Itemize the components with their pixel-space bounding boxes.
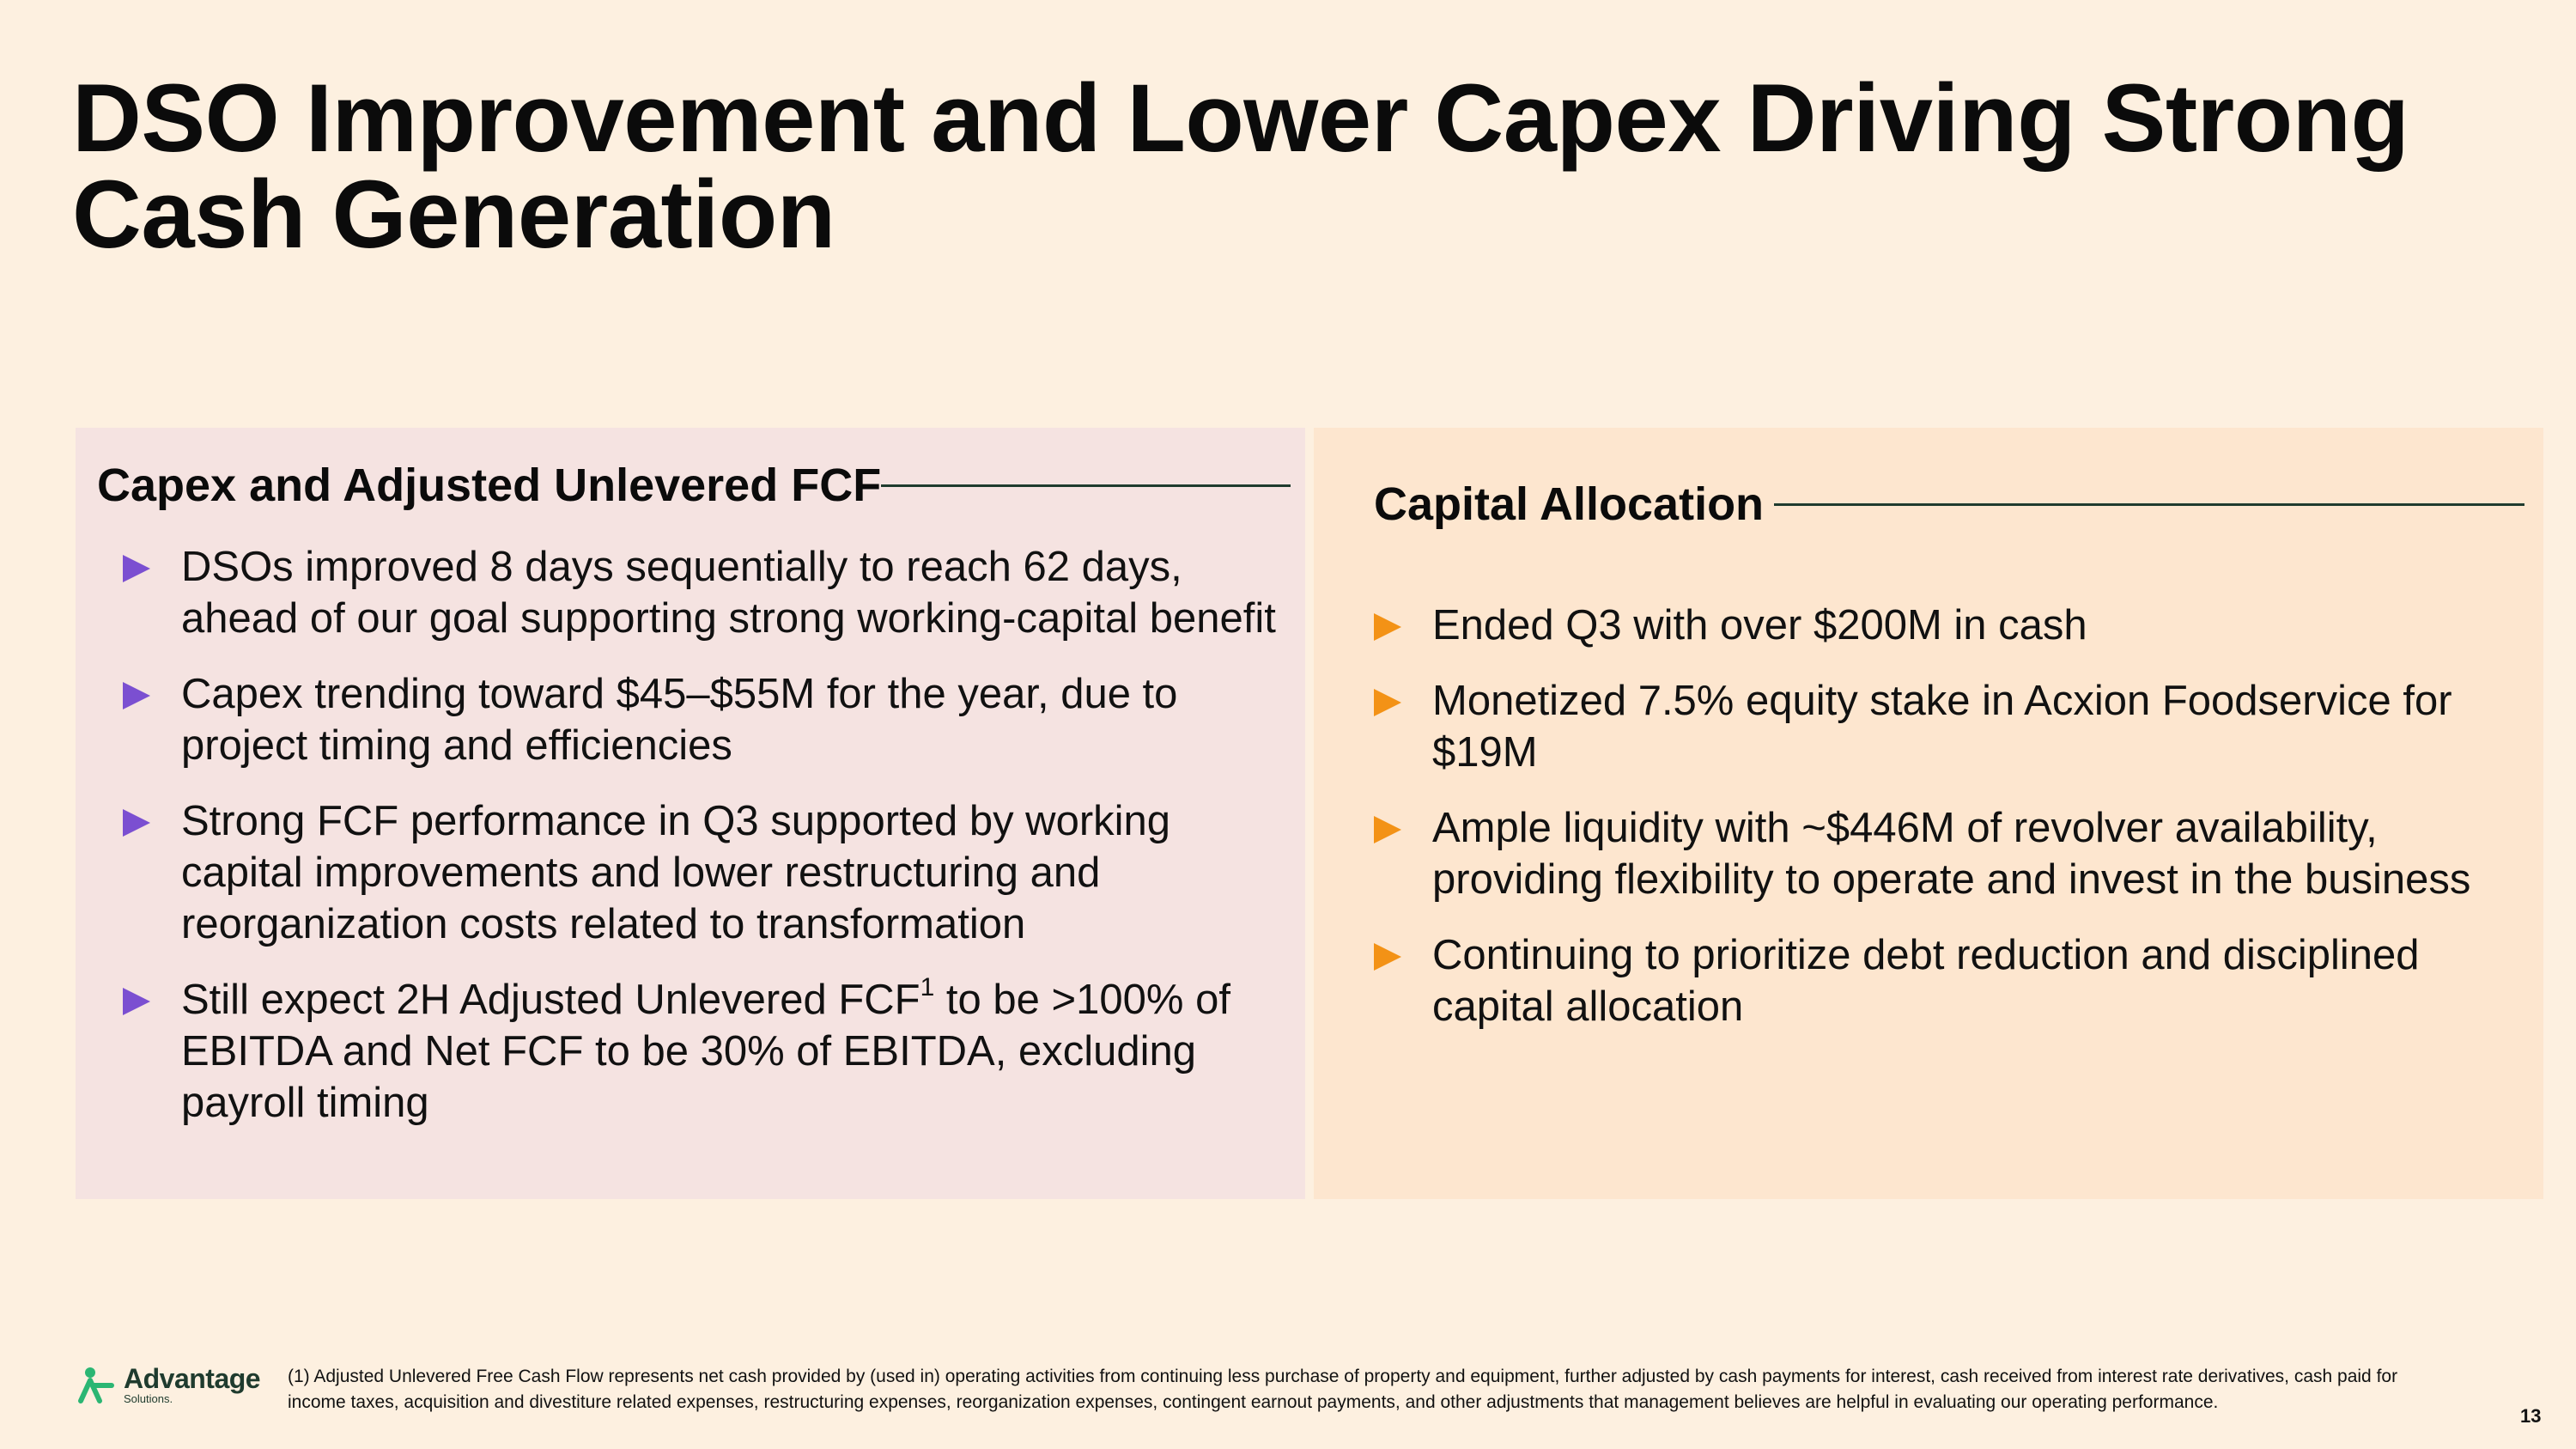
- capital-allocation-panel: Capital Allocation Ended Q3 with over $2…: [1314, 428, 2543, 1199]
- advantage-logo-icon: [78, 1367, 114, 1403]
- triangle-bullet-icon: [1374, 943, 1401, 971]
- advantage-logo: Advantage Solutions.: [77, 1363, 261, 1406]
- capex-fcf-heading: Capex and Adjusted Unlevered FCF: [97, 460, 882, 511]
- triangle-bullet-icon: [123, 988, 150, 1015]
- bullet-text: DSOs improved 8 days sequentially to rea…: [181, 544, 1276, 642]
- bullet-text: Ample liquidity with ~$446M of revolver …: [1432, 805, 2471, 903]
- bullet-text: Continuing to prioritize debt reduction …: [1432, 932, 2420, 1030]
- title-line-1: DSO Improvement and Lower Capex Driving …: [72, 64, 2409, 172]
- bullet-text: Strong FCF performance in Q3 supported b…: [181, 798, 1171, 947]
- capex-fcf-header: Capex and Adjusted Unlevered FCF: [97, 459, 1291, 512]
- bullet-item: DSOs improved 8 days sequentially to rea…: [123, 541, 1299, 644]
- bullet-item: Continuing to prioritize debt reduction …: [1374, 929, 2533, 1032]
- bullet-item: Still expect 2H Adjusted Unlevered FCF1 …: [123, 974, 1299, 1129]
- bullet-text: Ended Q3 with over $200M in cash: [1432, 602, 2087, 648]
- heading-rule: [1774, 502, 2524, 506]
- bullet-item: Capex trending toward $45–$55M for the y…: [123, 668, 1299, 771]
- logo-sub: Solutions.: [124, 1392, 173, 1405]
- footnote: (1) Adjusted Unlevered Free Cash Flow re…: [288, 1367, 2398, 1412]
- page-number: 13: [2520, 1405, 2542, 1427]
- logo-name: Advantage: [124, 1363, 261, 1394]
- bullet-text-after: to be >100% of EBITDA and Net FCF to be …: [181, 977, 1230, 1126]
- triangle-bullet-icon: [1374, 816, 1401, 843]
- triangle-bullet-icon: [1374, 613, 1401, 641]
- capital-allocation-bullets: Ended Q3 with over $200M in cash Monetiz…: [1374, 600, 2533, 1056]
- bullet-text: Monetized 7.5% equity stake in Acxion Fo…: [1432, 678, 2452, 776]
- capex-fcf-bullets: DSOs improved 8 days sequentially to rea…: [123, 541, 1299, 1153]
- bullet-item: Monetized 7.5% equity stake in Acxion Fo…: [1374, 675, 2533, 778]
- capital-allocation-header: Capital Allocation: [1374, 478, 2524, 531]
- heading-rule: [881, 484, 1291, 487]
- slide-title: DSO Improvement and Lower Capex Driving …: [72, 70, 2476, 263]
- triangle-bullet-icon: [123, 682, 150, 709]
- triangle-bullet-icon: [123, 809, 150, 837]
- bullet-text-before: Still expect 2H Adjusted Unlevered FCF: [181, 977, 920, 1023]
- capital-allocation-heading: Capital Allocation: [1374, 478, 1765, 530]
- capex-fcf-panel: Capex and Adjusted Unlevered FCF DSOs im…: [76, 428, 1305, 1199]
- footnote-ref: 1: [920, 972, 935, 1002]
- bullet-item: Ample liquidity with ~$446M of revolver …: [1374, 802, 2533, 905]
- bullet-text: Capex trending toward $45–$55M for the y…: [181, 671, 1178, 769]
- triangle-bullet-icon: [123, 555, 150, 582]
- bullet-item: Ended Q3 with over $200M in cash: [1374, 600, 2533, 651]
- logo-wordmark: Advantage Solutions.: [124, 1363, 261, 1406]
- triangle-bullet-icon: [1374, 689, 1401, 716]
- title-line-2: Cash Generation: [72, 161, 835, 268]
- bullet-item: Strong FCF performance in Q3 supported b…: [123, 795, 1299, 950]
